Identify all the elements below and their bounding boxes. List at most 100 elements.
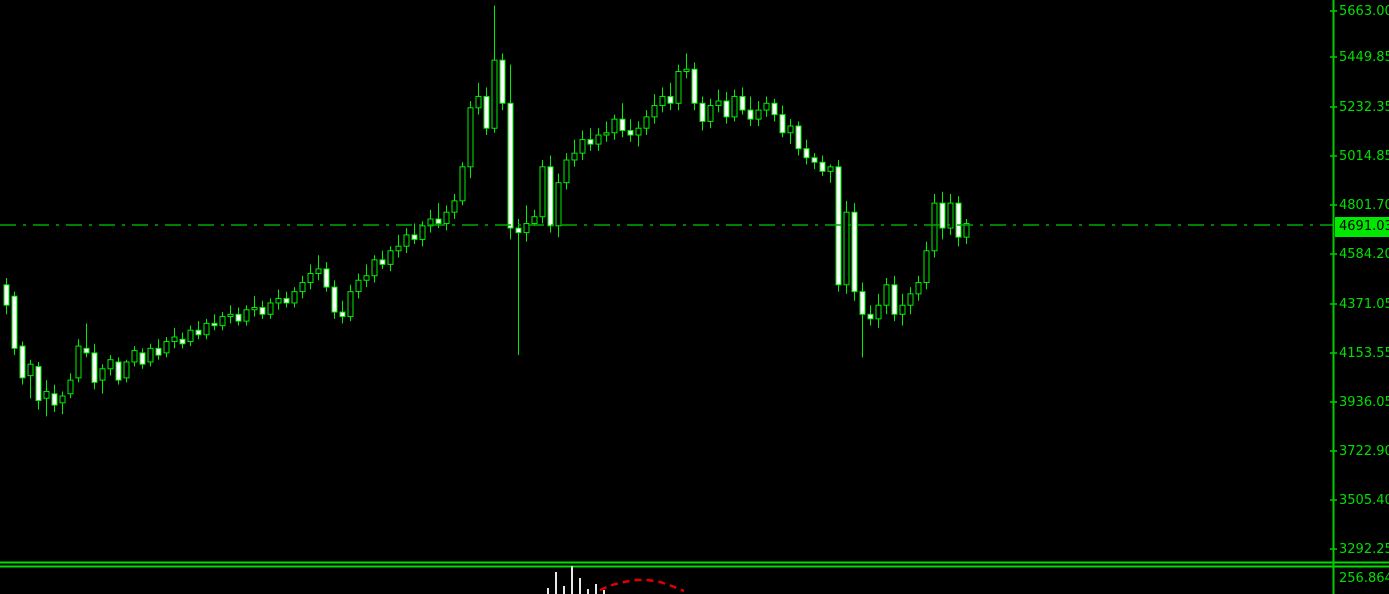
candle-body: [107, 359, 114, 370]
price-axis-label: 5014.85: [1339, 149, 1389, 164]
candle-body: [955, 202, 962, 238]
panel-separator: [0, 561, 1389, 568]
candle-body: [835, 166, 842, 286]
candle-body: [611, 118, 618, 134]
candle-body: [819, 161, 826, 172]
candle-body: [3, 284, 10, 306]
last-price-badge[interactable]: 4691.03: [1335, 217, 1389, 237]
candle-body: [859, 291, 866, 315]
candle-body: [451, 200, 458, 213]
candle-body: [723, 100, 730, 118]
candle-body: [435, 218, 442, 225]
candle-body: [371, 259, 378, 277]
price-axis-label: 5232.35: [1339, 100, 1389, 115]
candle-body: [299, 282, 306, 293]
candle-body: [331, 286, 338, 313]
candle-body: [763, 102, 770, 111]
candle-body: [667, 95, 674, 104]
candle-body: [43, 390, 50, 399]
candle-body: [203, 322, 210, 336]
candle-body: [579, 139, 586, 154]
candle-body: [11, 295, 18, 349]
candle-body: [115, 361, 122, 381]
candle-body: [323, 268, 330, 288]
candle-body: [619, 118, 626, 131]
candle-body: [99, 368, 106, 381]
candle-body: [411, 234, 418, 240]
candle-body: [355, 279, 362, 293]
candle-body: [195, 329, 202, 336]
candle-body: [19, 345, 26, 379]
candle-body: [923, 250, 930, 284]
candle-body: [795, 125, 802, 150]
candle-body: [515, 227, 522, 234]
candle-body: [291, 291, 298, 304]
candle-body: [419, 225, 426, 240]
candle-body: [539, 166, 546, 218]
candle-body: [403, 234, 410, 247]
candle-body: [491, 59, 498, 129]
candle-body: [883, 284, 890, 306]
candle-body: [475, 95, 482, 109]
candle-body: [163, 341, 170, 354]
candle-body: [547, 166, 554, 227]
candle-body: [59, 395, 66, 404]
candle-body: [731, 95, 738, 118]
candle-body: [27, 363, 34, 377]
candle-body: [179, 338, 186, 345]
price-axis-label: 3292.25: [1339, 542, 1389, 557]
candle-body: [675, 70, 682, 104]
price-axis-label: 4801.70: [1339, 198, 1389, 213]
candle-body: [387, 250, 394, 265]
candle-body: [779, 114, 786, 134]
candle-body: [275, 297, 282, 304]
candle-body: [659, 95, 666, 107]
candle-body: [499, 59, 506, 104]
candle-body: [267, 302, 274, 315]
candle-body: [75, 345, 82, 379]
price-axis-label: 4584.20: [1339, 247, 1389, 262]
volume-axis-label: 256.864: [1339, 571, 1389, 586]
candle-body: [315, 268, 322, 274]
candle-body: [787, 125, 794, 134]
candle-body: [155, 347, 162, 356]
candle-body: [635, 127, 642, 136]
candle-body: [683, 68, 690, 72]
candle-body: [363, 275, 370, 281]
candle-body: [219, 316, 226, 327]
candle-body: [227, 313, 234, 318]
candle-body: [915, 282, 922, 295]
candle-body: [379, 259, 386, 265]
candle-body: [595, 134, 602, 145]
candle-body: [571, 152, 578, 161]
price-axis-label: 3936.05: [1339, 395, 1389, 410]
candle-body: [131, 350, 138, 363]
candle-body: [851, 211, 858, 293]
price-axis-label: 4153.55: [1339, 346, 1389, 361]
candle-body: [691, 68, 698, 104]
candle-body: [715, 100, 722, 107]
price-axis-label: 3722.90: [1339, 444, 1389, 459]
candle-body: [651, 105, 658, 118]
candle-body: [939, 202, 946, 229]
candle-body: [307, 272, 314, 284]
candle-body: [459, 166, 466, 202]
candle-series: [3, 5, 970, 417]
candle-body: [235, 313, 242, 322]
candle-body: [803, 148, 810, 159]
candle-body: [555, 182, 562, 227]
candle-body: [587, 139, 594, 145]
candle-body: [811, 157, 818, 163]
candle-body: [843, 211, 850, 286]
candle-body: [747, 109, 754, 120]
candle-body: [339, 311, 346, 318]
candle-body: [891, 284, 898, 315]
candle-body: [627, 129, 634, 136]
candle-body: [947, 202, 954, 229]
price-axis-label: 5663.00: [1339, 4, 1389, 19]
candle-body: [91, 352, 98, 383]
candle-body: [187, 329, 194, 343]
candle-body: [395, 245, 402, 252]
